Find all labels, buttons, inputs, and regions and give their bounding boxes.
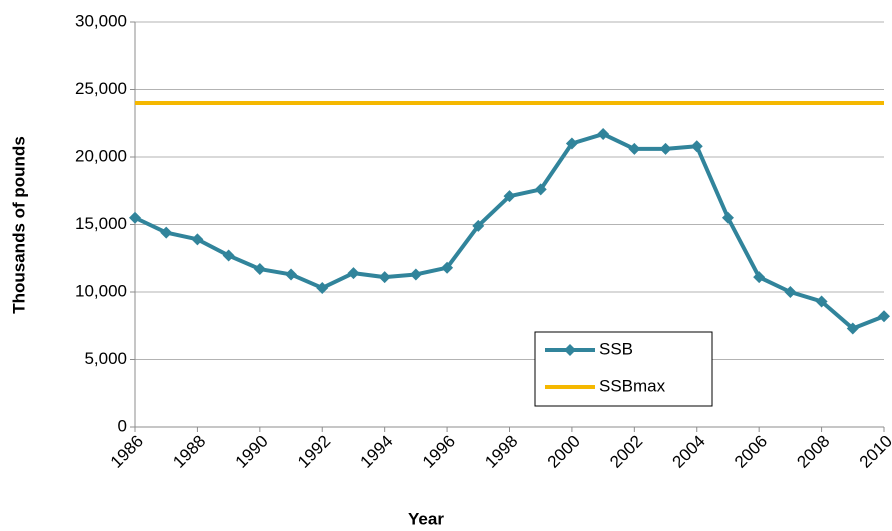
legend-label: SSB bbox=[599, 339, 633, 358]
x-tick-label: 1996 bbox=[419, 432, 459, 472]
data-point bbox=[565, 137, 578, 150]
data-point bbox=[347, 267, 360, 280]
data-point bbox=[222, 249, 235, 262]
data-point bbox=[815, 295, 828, 308]
y-tick-label: 0 bbox=[118, 416, 127, 435]
x-tick-label: 1990 bbox=[232, 432, 272, 472]
data-point bbox=[753, 271, 766, 284]
x-tick-label: 1994 bbox=[356, 432, 396, 472]
x-axis-label: Year bbox=[408, 509, 444, 528]
data-point bbox=[253, 263, 266, 276]
x-tick-label: 1992 bbox=[294, 432, 334, 472]
x-tick-label: 2002 bbox=[606, 432, 646, 472]
data-point bbox=[316, 281, 329, 294]
x-tick-label: 2010 bbox=[856, 432, 892, 472]
data-point bbox=[129, 211, 141, 224]
y-tick-label: 15,000 bbox=[75, 214, 127, 233]
legend-label: SSBmax bbox=[599, 376, 666, 395]
x-tick-label: 1998 bbox=[481, 432, 521, 472]
x-tick-label: 2000 bbox=[544, 432, 584, 472]
y-tick-label: 20,000 bbox=[75, 146, 127, 165]
data-point bbox=[472, 219, 485, 232]
legend-box bbox=[534, 331, 713, 407]
data-point bbox=[721, 211, 734, 224]
y-tick-label: 5,000 bbox=[84, 349, 127, 368]
data-point bbox=[409, 268, 422, 281]
data-point bbox=[503, 190, 516, 203]
data-point bbox=[378, 271, 391, 284]
data-point bbox=[846, 322, 859, 335]
legend-marker bbox=[564, 344, 576, 356]
y-axis-label: Thousands of pounds bbox=[9, 136, 28, 314]
y-tick-label: 25,000 bbox=[75, 79, 127, 98]
data-point bbox=[628, 142, 641, 155]
data-point bbox=[784, 286, 797, 298]
x-tick-label: 2006 bbox=[731, 432, 771, 472]
data-point bbox=[441, 261, 454, 274]
x-tick-label: 2008 bbox=[793, 432, 833, 472]
y-tick-label: 10,000 bbox=[75, 281, 127, 300]
series-line bbox=[134, 132, 885, 331]
data-point bbox=[597, 128, 610, 141]
data-point bbox=[191, 233, 204, 246]
x-tick-label: 1986 bbox=[107, 432, 147, 472]
data-point bbox=[160, 226, 173, 239]
x-tick-label: 1988 bbox=[169, 432, 209, 472]
y-tick-label: 30,000 bbox=[75, 11, 127, 30]
data-point bbox=[878, 310, 890, 323]
data-point bbox=[285, 268, 298, 281]
data-point bbox=[534, 183, 547, 196]
data-point bbox=[659, 142, 672, 155]
data-point bbox=[690, 140, 703, 153]
x-tick-label: 2004 bbox=[669, 432, 709, 472]
